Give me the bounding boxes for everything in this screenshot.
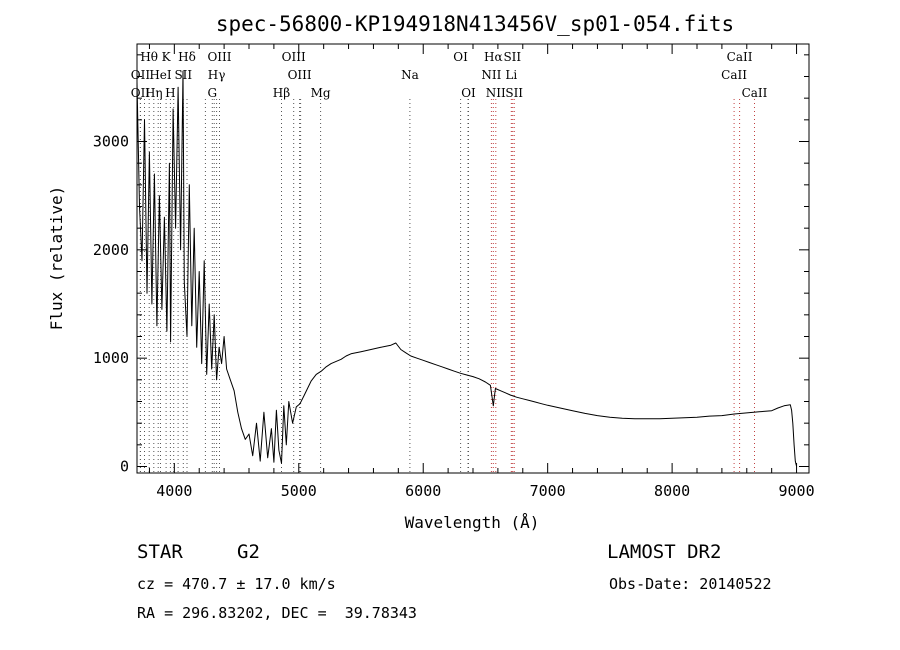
line-label-3: OIII <box>207 50 231 64</box>
y-tick-label-0: 0 <box>120 458 129 476</box>
chart-title: spec-56800-KP194918N413456V_sp01-054.fit… <box>216 12 734 36</box>
observation-date: Obs-Date: 20140522 <box>609 575 772 593</box>
x-tick-label-5: 9000 <box>778 482 814 500</box>
x-tick-label-0: 4000 <box>156 482 192 500</box>
line-label-16: Li <box>505 68 517 82</box>
line-label-19: Hη <box>145 86 163 100</box>
line-label-22: Hβ <box>273 86 290 100</box>
survey-name: LAMOST DR2 <box>607 541 722 563</box>
object-subclass: G2 <box>237 541 260 563</box>
plot-frame <box>136 43 810 474</box>
line-label-5: OI <box>453 50 468 64</box>
ra-dec-coordinates: RA = 296.83202, DEC = 39.78343 <box>137 604 417 622</box>
line-label-1: K <box>162 50 172 64</box>
y-tick-label-1: 1000 <box>93 349 129 367</box>
line-label-24: OI <box>461 86 476 100</box>
y-tick-label-2: 2000 <box>93 241 129 259</box>
line-label-7: SII <box>503 50 521 64</box>
line-label-26: SII <box>505 86 523 100</box>
line-label-4: OIII <box>282 50 306 64</box>
line-label-18: OII <box>131 86 151 100</box>
line-label-17: CaII <box>721 68 747 82</box>
line-label-25: NII <box>486 86 506 100</box>
x-tick-label-1: 5000 <box>281 482 317 500</box>
line-label-20: H <box>165 86 175 100</box>
spectral-line-markers <box>139 99 755 473</box>
line-label-14: Na <box>401 68 419 82</box>
line-label-23: Mg <box>311 86 331 100</box>
line-label-6: Hα <box>484 50 503 64</box>
line-label-0: Hθ <box>140 50 158 64</box>
line-label-21: G <box>208 86 218 100</box>
redshift-velocity: cz = 470.7 ± 17.0 km/s <box>137 575 336 593</box>
x-tick-label-3: 7000 <box>530 482 566 500</box>
line-label-12: Hγ <box>208 68 226 82</box>
y-axis-label: Flux (relative) <box>47 186 66 331</box>
x-tick-label-2: 6000 <box>405 482 441 500</box>
x-axis: 4000 5000 6000 7000 8000 9000 <box>148 44 815 500</box>
line-label-8: CaII <box>727 50 753 64</box>
line-label-27: CaII <box>742 86 768 100</box>
line-label-15: NII <box>481 68 501 82</box>
y-tick-label-3: 3000 <box>93 133 129 151</box>
x-tick-label-4: 8000 <box>654 482 690 500</box>
line-label-10: HeI <box>149 68 172 82</box>
x-axis-label: Wavelength (Å) <box>405 513 540 532</box>
line-label-9: OII <box>131 68 151 82</box>
spectrum-series-line <box>136 70 798 467</box>
line-label-13: OIII <box>288 68 312 82</box>
object-class: STAR <box>137 541 183 563</box>
line-label-2: Hδ <box>178 50 196 64</box>
y-axis: 0 1000 2000 3000 <box>93 54 809 476</box>
